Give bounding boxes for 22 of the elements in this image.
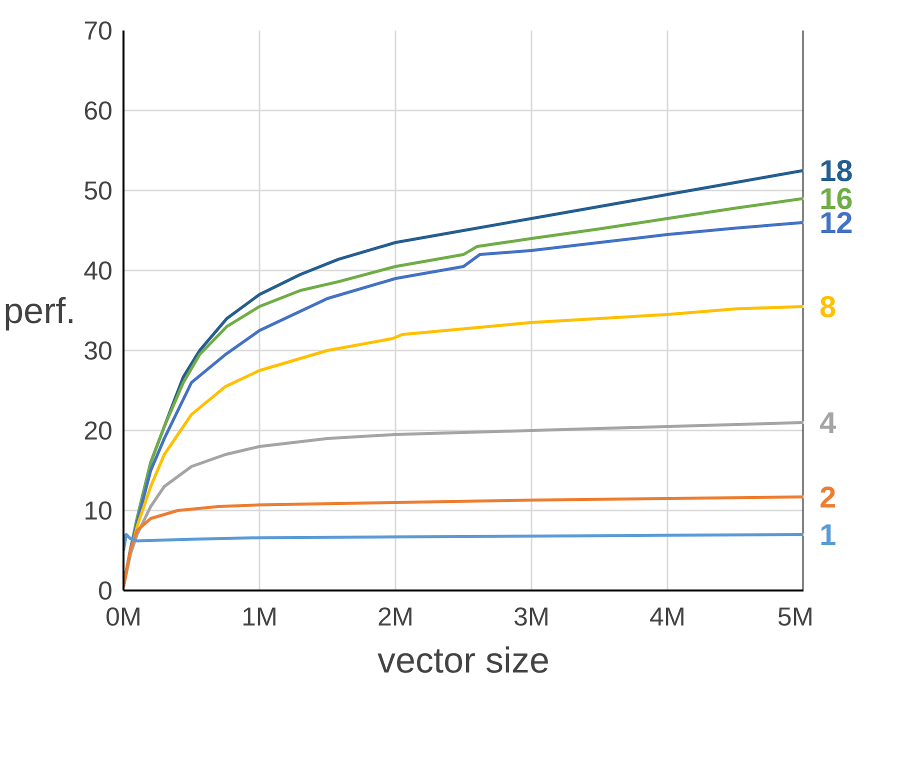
x-tick-label: 4M [649, 602, 686, 632]
series-label: 8 [820, 291, 836, 324]
y-tick-label: 20 [84, 416, 112, 446]
y-tick-label: 70 [84, 16, 112, 46]
y-tick-label: 10 [84, 496, 112, 526]
y-axis-title: perf. [4, 290, 76, 331]
line-series [124, 495, 804, 588]
x-tick-label: 1M [241, 602, 278, 632]
x-tick-label: 3M [513, 602, 550, 632]
x-axis-title: vector size [377, 640, 550, 680]
series-label: 1 [820, 519, 836, 552]
series-label: 4 [820, 407, 836, 440]
y-tick-label: 50 [84, 176, 112, 206]
y-tick-label: 60 [84, 96, 112, 126]
x-tick-label: 5M [777, 602, 814, 632]
series-label: 18 [820, 155, 853, 188]
y-tick-label: 30 [84, 336, 112, 366]
x-tick-label: 2M [377, 602, 414, 632]
y-tick-label: 40 [84, 256, 112, 286]
line-series [124, 421, 804, 588]
line-series [124, 533, 804, 552]
series-label: 2 [820, 481, 836, 514]
